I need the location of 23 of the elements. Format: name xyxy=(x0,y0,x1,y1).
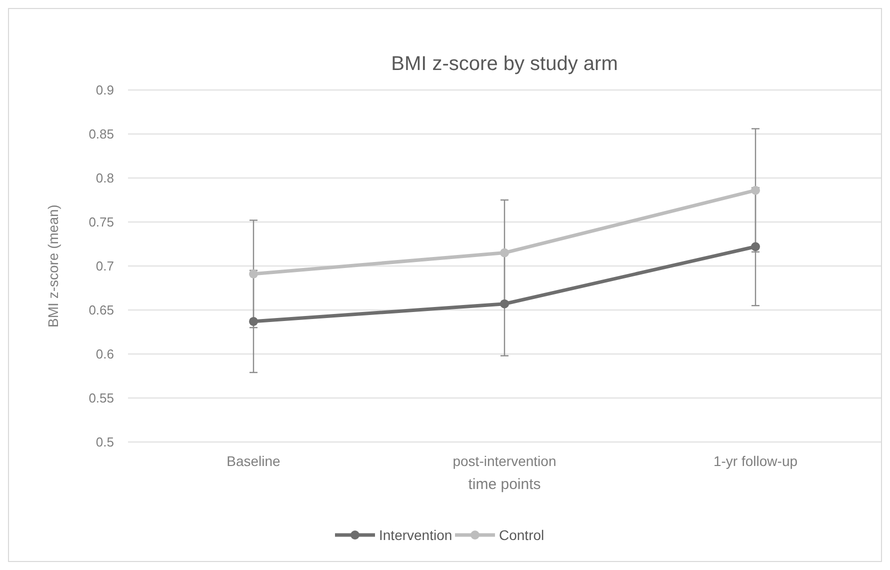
point xyxy=(751,186,760,195)
point xyxy=(249,316,258,326)
x-tick-label: post-intervention xyxy=(452,453,556,469)
point xyxy=(249,269,258,278)
y-tick-label: 0.65 xyxy=(88,302,114,318)
y-axis-title: BMI z-score (mean) xyxy=(45,204,61,328)
y-tick-label: 0.75 xyxy=(88,214,114,230)
x-axis-title: time points xyxy=(468,476,541,493)
y-tick-label: 0.7 xyxy=(96,258,114,274)
legend-label: Control xyxy=(499,526,544,543)
chart-title: BMI z-score by study arm xyxy=(391,53,618,75)
y-tick-label: 0.85 xyxy=(88,126,114,142)
y-tick-label: 0.9 xyxy=(96,82,114,98)
x-tick-label: Baseline xyxy=(226,453,281,469)
y-tick-label: 0.6 xyxy=(96,346,114,362)
point xyxy=(500,248,509,258)
point xyxy=(751,242,760,252)
y-tick-label: 0.8 xyxy=(96,170,114,186)
y-tick-label: 0.55 xyxy=(88,390,114,406)
legend-label: Intervention xyxy=(379,526,452,543)
y-tick-label: 0.5 xyxy=(96,434,114,450)
x-tick-label: 1-yr follow-up xyxy=(713,453,798,469)
point xyxy=(500,299,509,308)
